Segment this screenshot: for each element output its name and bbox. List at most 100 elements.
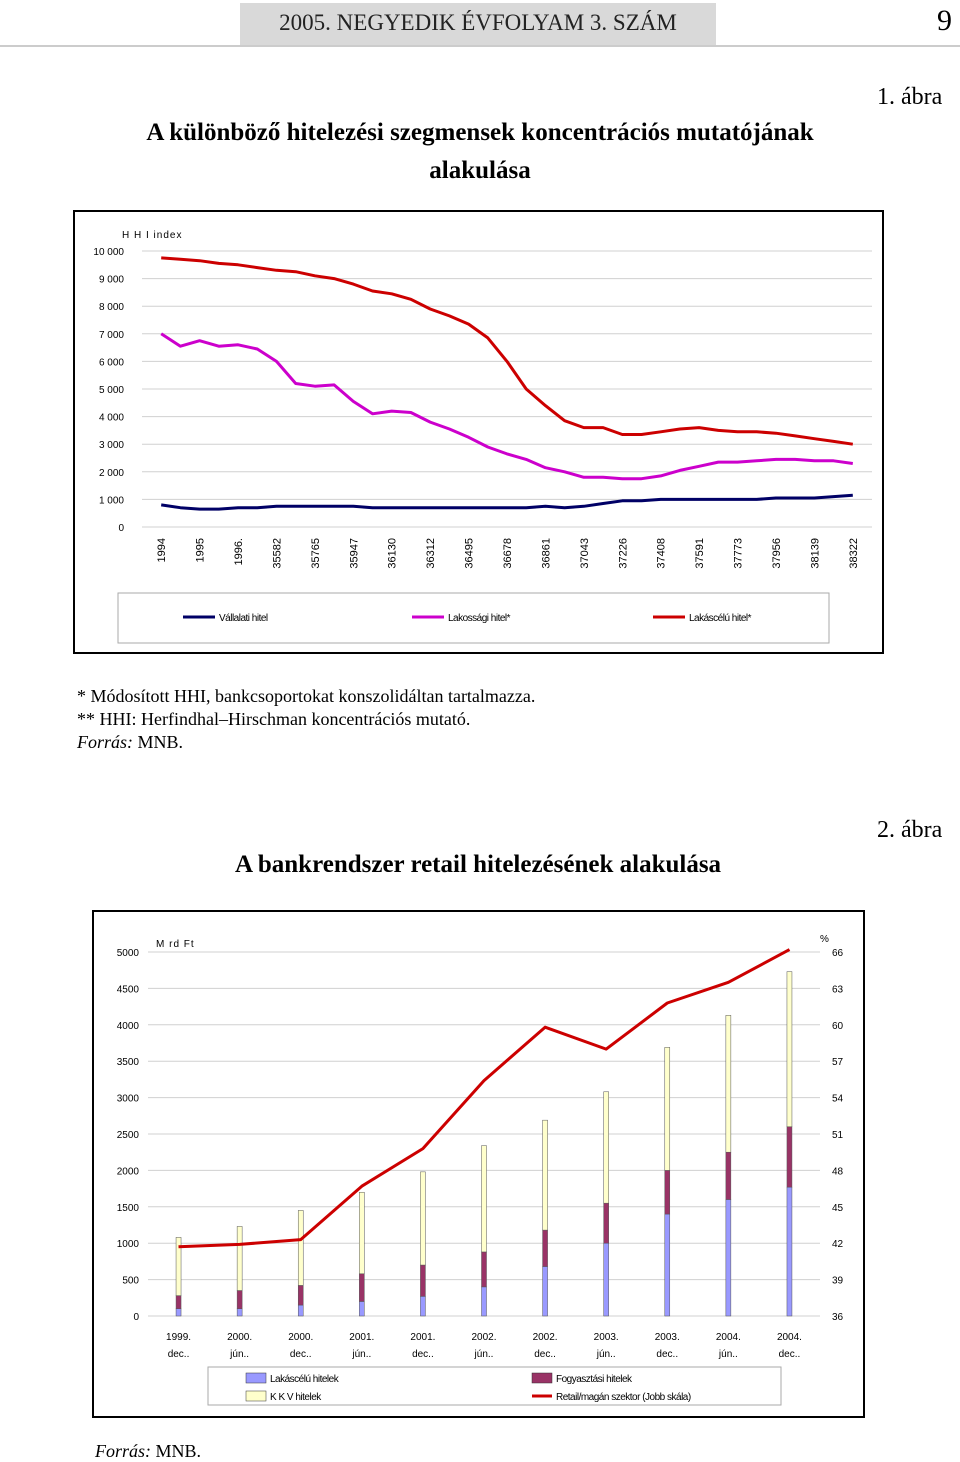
x-tick-label: 2000. (288, 1332, 313, 1343)
x-tick-label: 36861 (540, 538, 552, 569)
x-tick-label: 38139 (809, 538, 821, 569)
y-left-axis-label: M rd Ft (156, 939, 195, 950)
y-left-tick-label: 1000 (117, 1239, 140, 1250)
y-tick-label: 8 000 (99, 302, 124, 313)
series-line-lakossagi (160, 332, 854, 481)
y-tick-label: 5 000 (99, 385, 124, 396)
x-tick-label: 37226 (617, 538, 629, 569)
y-left-tick-label: 2000 (117, 1166, 140, 1177)
bar-fogyasztasi (664, 1170, 671, 1215)
figure1-chart-frame: 0 1 000 2 000 3 000 4 000 5 000 6 000 7 000 8 00… (73, 210, 884, 654)
figure1-notes: * Módosított HHI, bankcsoportokat konszo… (77, 685, 535, 754)
x-tick-label: jún.. (229, 1349, 249, 1360)
y-tick-label: 9 000 (99, 275, 124, 286)
bar-lakascelu (542, 1266, 548, 1317)
x-tick-label: jún.. (596, 1349, 616, 1360)
x-tick-label: 1994 (156, 538, 168, 562)
x-tick-label: 37591 (694, 538, 706, 569)
bar-kkv (481, 1145, 487, 1253)
legend-swatch-lakascelu (245, 1372, 267, 1384)
x-tick-label: 2003. (594, 1332, 619, 1343)
y-right-tick-label: 36 (832, 1312, 844, 1323)
x-tick-label: 1999. (166, 1332, 191, 1343)
x-tick-label: dec.. (290, 1349, 312, 1360)
figure2-source: Forrás: MNB. (95, 1441, 201, 1462)
journal-title: 2005. NEGYEDIK ÉVFOLYAM 3. SZÁM (279, 10, 677, 35)
figure2-chart: 0 500 1000 1500 2000 2500 3000 3500 4000 4500 5000… (117, 934, 844, 1406)
header-bar (240, 3, 716, 45)
source-label: Forrás: (77, 732, 134, 752)
note-2: ** HHI: Herfindhal–Hirschman koncentráci… (77, 709, 471, 729)
x-tick-label: 35582 (271, 538, 283, 569)
bar-kkv (236, 1226, 243, 1291)
x-tick-label: 2002. (533, 1332, 558, 1343)
bar-fogyasztasi (420, 1264, 426, 1297)
bar-fogyasztasi (542, 1229, 548, 1267)
legend-label-lakascelu: Lakáscélú hitel* (689, 613, 752, 624)
figure2-label: 2. ábra (877, 817, 943, 843)
y-left-tick-label: 2500 (117, 1130, 140, 1141)
x-tick-label: 2004. (777, 1332, 802, 1343)
bar-lakascelu (175, 1308, 182, 1317)
bar-lakascelu (481, 1286, 487, 1317)
legend-box (117, 592, 830, 644)
x-tick-label: 2002. (471, 1332, 496, 1343)
bar-fogyasztasi (481, 1251, 487, 1288)
series-line-lakascelu (161, 256, 854, 446)
series-line-vallalati (160, 493, 853, 511)
y-right-axis-label: % (820, 934, 829, 945)
figure1-title-line2: alakulása (429, 157, 531, 184)
legend-swatch-fogyasztasi (531, 1372, 553, 1384)
header-divider (0, 45, 960, 47)
bar-fogyasztasi (297, 1285, 304, 1306)
y-right-tick-label: 60 (832, 1021, 844, 1032)
x-tick-label: 35947 (348, 538, 360, 569)
y-tick-label: 6 000 (99, 357, 124, 368)
y-tick-label: 2 000 (99, 468, 124, 479)
page-number: 9 (937, 4, 952, 37)
x-tick-label: 1995 (195, 538, 207, 562)
x-tick-label: 36130 (387, 538, 399, 569)
y-right-tick-label: 45 (832, 1203, 844, 1214)
y-right-tick-label: 57 (832, 1057, 844, 1068)
bar-fogyasztasi (359, 1273, 365, 1302)
bar-kkv (603, 1091, 609, 1204)
x-tick-label: dec.. (656, 1349, 678, 1360)
figure1-label: 1. ábra (877, 84, 943, 110)
bar-kkv (175, 1237, 182, 1296)
x-tick-label: jún.. (718, 1349, 738, 1360)
x-tick-label: 36495 (464, 538, 476, 569)
y-right-tick-label: 63 (832, 984, 844, 995)
y-tick-label: 3 000 (99, 440, 124, 451)
y-left-tick-label: 0 (133, 1312, 139, 1323)
bar-lakascelu (297, 1304, 304, 1317)
y-right-tick-label: 51 (832, 1130, 844, 1141)
x-tick-label: dec.. (534, 1349, 556, 1360)
figure2-chart-frame: 0 500 1000 1500 2000 2500 3000 3500 4000 4500 5000… (92, 910, 865, 1418)
legend-label-vallalati: Vállalati hitel (219, 613, 268, 624)
bar-lakascelu (420, 1296, 426, 1317)
bar-lakascelu (725, 1199, 732, 1317)
x-tick-label: 37043 (579, 538, 591, 569)
y-right-tick-label: 48 (832, 1166, 844, 1177)
bar-kkv (359, 1191, 365, 1275)
legend-label-fogyasztasi: Fogyasztási hitelek (556, 1374, 633, 1385)
y-tick-label: 7 000 (99, 330, 124, 341)
x-tick-label: 1996. (233, 538, 245, 566)
bar-fogyasztasi (236, 1290, 243, 1309)
source-value: MNB. (133, 732, 184, 752)
bar-fogyasztasi (175, 1295, 182, 1309)
x-tick-label: 38322 (848, 538, 860, 569)
bar-lakascelu (603, 1242, 609, 1317)
y-right-tick-label: 39 (832, 1276, 844, 1287)
x-tick-label: 35765 (310, 538, 322, 569)
x-tick-label: 37773 (733, 538, 745, 569)
y-right-tick-label: 42 (832, 1239, 844, 1250)
x-tick-label: jún.. (474, 1349, 494, 1360)
bar-kkv (297, 1210, 304, 1286)
figure2-title: A bankrendszer retail hitelezésének alak… (234, 851, 722, 878)
bar-lakascelu (664, 1213, 671, 1317)
y-tick-label: 0 (118, 523, 124, 534)
x-tick-label: dec.. (779, 1349, 801, 1360)
bar-fogyasztasi (786, 1126, 793, 1188)
